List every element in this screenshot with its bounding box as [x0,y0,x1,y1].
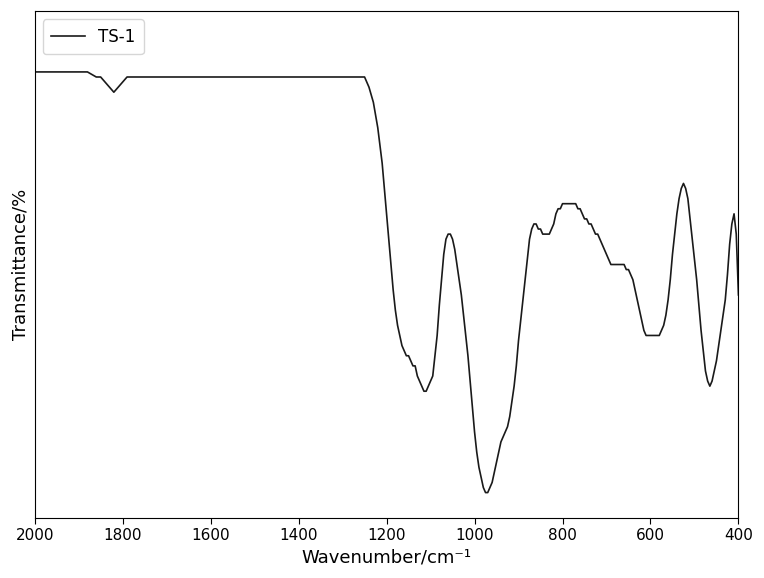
Legend: TS-1: TS-1 [43,20,144,54]
X-axis label: Wavenumber/cm⁻¹: Wavenumber/cm⁻¹ [302,549,471,567]
Y-axis label: Transmittance/%: Transmittance/% [11,189,29,340]
